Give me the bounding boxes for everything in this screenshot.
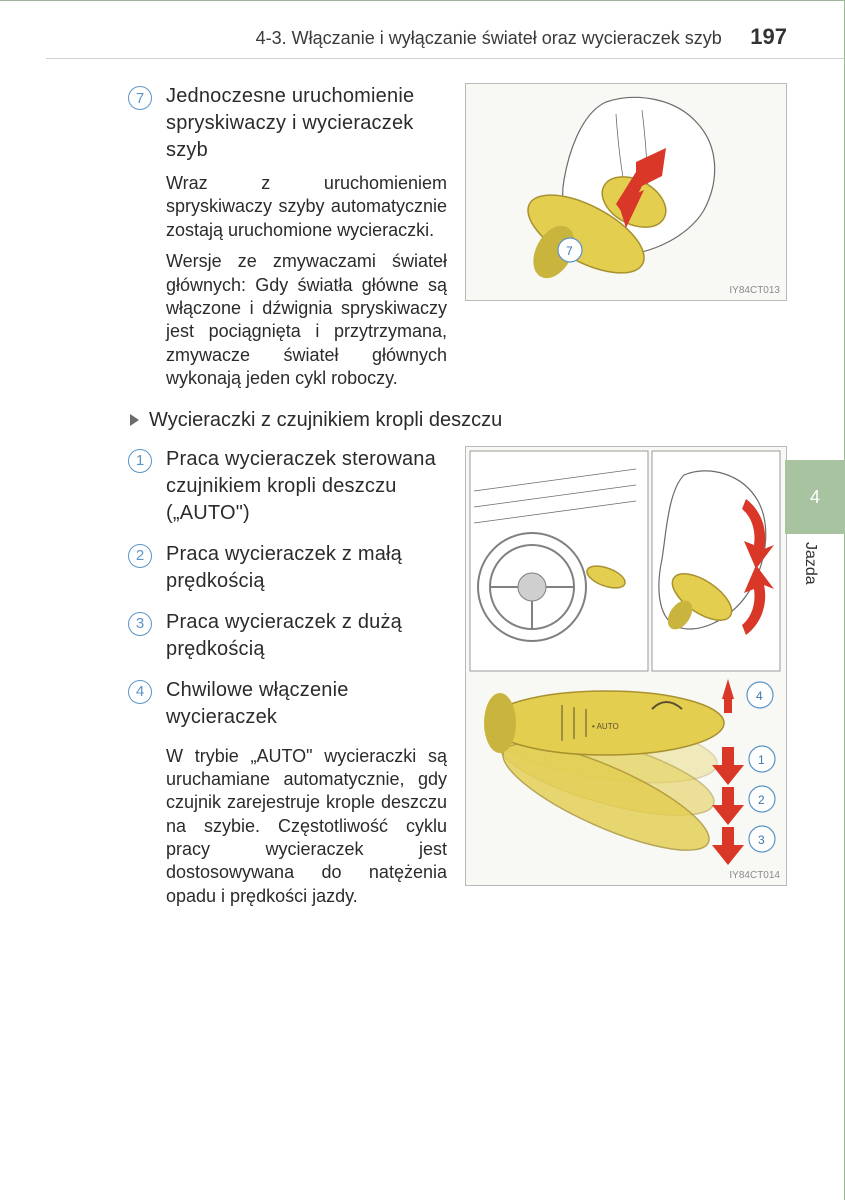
- svg-text:• AUTO: • AUTO: [592, 722, 619, 731]
- chapter-number: 4: [810, 487, 820, 508]
- rain-lever-illustration: • AUTO 4 1 2 3: [466, 447, 786, 887]
- svg-text:4: 4: [756, 689, 763, 703]
- figure-rain-sensor-lever: • AUTO 4 1 2 3 IY84CT014: [465, 446, 787, 886]
- svg-text:1: 1: [758, 753, 765, 767]
- svg-text:3: 3: [758, 833, 765, 847]
- chapter-tab: 4: [785, 460, 845, 534]
- washer-lever-illustration: 7: [466, 84, 786, 302]
- svg-text:2: 2: [758, 793, 765, 807]
- figure-code: IY84CT014: [729, 870, 780, 881]
- callout-7-text: 7: [566, 244, 573, 258]
- figure-code: IY84CT013: [729, 285, 780, 296]
- chapter-label: Jazda: [801, 542, 819, 585]
- figure-washer-lever: 7 IY84CT013: [465, 83, 787, 301]
